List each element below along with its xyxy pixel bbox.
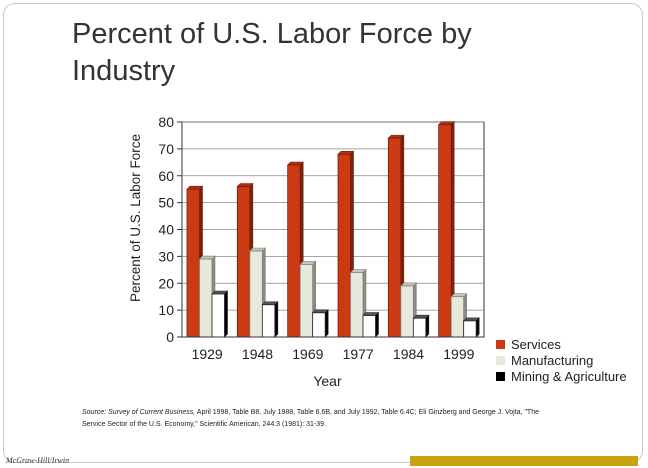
source-lead: Source: Survey of Current Business, xyxy=(82,409,196,416)
y-tick-label: 40 xyxy=(158,222,174,238)
y-tick-label: 20 xyxy=(158,275,174,291)
y-tick-label: 60 xyxy=(158,168,174,184)
x-tick-label: 1948 xyxy=(242,346,273,362)
x-tick-label: 1969 xyxy=(292,346,323,362)
x-tick-label: 1999 xyxy=(443,346,474,362)
chart-title: Percent of U.S. Labor Force by Industry xyxy=(72,18,472,87)
y-tick-label: 10 xyxy=(158,302,174,318)
bar-mining-agriculture-1984 xyxy=(412,314,430,338)
bar-services-1984 xyxy=(387,134,405,338)
legend-label-manufacturing: Manufacturing xyxy=(511,352,594,368)
legend-swatch-manufacturing xyxy=(496,355,505,365)
slide-frame xyxy=(3,3,643,463)
x-axis-label: Year xyxy=(313,373,342,389)
bar-mining-agriculture-1969 xyxy=(311,309,329,338)
legend-swatch-mining-agriculture xyxy=(496,371,505,381)
chart-legend: Services Manufacturing Mining & Agricult… xyxy=(496,336,627,384)
source-text: April 1998, Table B8, July 1988, Table 6… xyxy=(82,409,539,428)
bar-mining-agriculture-1999 xyxy=(462,317,480,338)
y-tick-label: 50 xyxy=(158,195,174,211)
legend-label-mining-agriculture: Mining & Agriculture xyxy=(511,368,627,384)
y-tick-label: 30 xyxy=(158,248,174,264)
legend-swatch-services xyxy=(496,339,505,349)
y-tick-label: 70 xyxy=(158,141,174,157)
y-tick-label: 0 xyxy=(166,329,174,345)
source-note: Source: Survey of Current Business, Apri… xyxy=(82,407,562,431)
footer-accent-bar xyxy=(410,456,638,466)
bar-services-1999 xyxy=(437,120,455,338)
y-tick-label: 80 xyxy=(158,114,174,130)
x-tick-label: 1977 xyxy=(343,346,374,362)
bar-mining-agriculture-1948 xyxy=(261,301,279,338)
legend-label-services: Services xyxy=(511,336,561,352)
legend-item-mining-agriculture: Mining & Agriculture xyxy=(496,368,627,384)
bar-mining-agriculture-1929 xyxy=(211,290,229,338)
legend-item-manufacturing: Manufacturing xyxy=(496,352,627,368)
x-tick-label: 1929 xyxy=(192,346,223,362)
publisher-logo: McGraw-Hill/Irwin xyxy=(6,456,70,465)
bar-mining-agriculture-1977 xyxy=(362,311,380,338)
legend-item-services: Services xyxy=(496,336,627,352)
x-tick-label: 1984 xyxy=(393,346,424,362)
